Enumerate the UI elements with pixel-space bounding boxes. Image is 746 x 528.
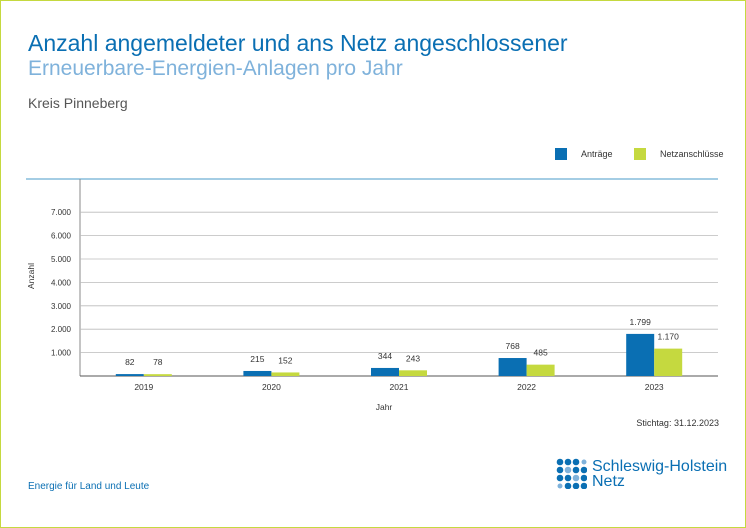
x-tick-label: 2021 bbox=[390, 382, 409, 392]
legend-item-antraege: Anträge bbox=[555, 148, 613, 160]
y-tick-label: 7.000 bbox=[51, 208, 72, 217]
logo-text: Schleswig-Holstein Netz bbox=[592, 457, 728, 490]
y-tick-label: 4.000 bbox=[51, 278, 72, 287]
bar-netzanschluesse-2022 bbox=[526, 364, 555, 376]
bar-antraege-2022 bbox=[498, 358, 527, 376]
data-label: 768 bbox=[506, 341, 520, 351]
x-axis-title: Jahr bbox=[376, 402, 393, 412]
bar-antraege-2020 bbox=[243, 370, 272, 376]
bar-netzanschluesse-2023 bbox=[654, 348, 683, 376]
data-label: 485 bbox=[534, 348, 548, 358]
data-label: 243 bbox=[406, 353, 420, 363]
y-tick-label: 1.000 bbox=[51, 349, 72, 358]
data-label: 78 bbox=[153, 357, 163, 367]
stichtag-label: Stichtag: 31.12.2023 bbox=[636, 418, 719, 428]
y-tick-label: 2.000 bbox=[51, 325, 72, 334]
x-tick-label: 2020 bbox=[262, 382, 281, 392]
y-tick-label: 5.000 bbox=[51, 255, 72, 264]
legend-swatch-netzanschluesse bbox=[634, 148, 646, 160]
slogan: Energie für Land und Leute bbox=[28, 481, 150, 492]
x-tick-label: 2019 bbox=[134, 382, 153, 392]
data-label: 344 bbox=[378, 351, 392, 361]
logo-line2: Netz bbox=[592, 472, 625, 490]
chart-title: Anzahl angemeldeter und ans Netz angesch… bbox=[28, 30, 568, 56]
y-tick-label: 3.000 bbox=[51, 302, 72, 311]
data-label: 1.799 bbox=[630, 317, 652, 327]
legend-swatch-antraege bbox=[555, 148, 567, 160]
bar-antraege-2021 bbox=[371, 367, 399, 376]
y-axis-title: Anzahl bbox=[26, 263, 36, 289]
x-tick-label: 2023 bbox=[645, 382, 664, 392]
bar-netzanschluesse-2020 bbox=[271, 372, 300, 376]
bar-antraege-2019 bbox=[115, 374, 144, 376]
data-label: 1.170 bbox=[658, 332, 680, 342]
bar-netzanschluesse-2019 bbox=[143, 374, 172, 376]
y-tick-label: 6.000 bbox=[51, 232, 72, 241]
logo-line1: Schleswig-Holstein bbox=[592, 457, 728, 475]
data-label: 152 bbox=[278, 355, 292, 365]
bar-antraege-2023 bbox=[626, 333, 655, 376]
x-tick-label: 2022 bbox=[517, 382, 536, 392]
legend-item-netzanschluesse: Netzanschlüsse bbox=[634, 148, 724, 160]
data-label: 82 bbox=[125, 357, 135, 367]
legend-label-antraege: Anträge bbox=[581, 149, 613, 159]
bar-netzanschluesse-2021 bbox=[399, 370, 427, 376]
logo-dots-icon bbox=[556, 458, 587, 489]
chart-subtitle: Erneuerbare-Energien-Anlagen pro Jahr bbox=[28, 57, 403, 80]
company-logo: Schleswig-Holstein Netz bbox=[556, 458, 727, 489]
legend-label-netzanschluesse: Netzanschlüsse bbox=[660, 149, 724, 159]
data-label: 215 bbox=[250, 354, 264, 364]
region-label: Kreis Pinneberg bbox=[28, 95, 128, 111]
